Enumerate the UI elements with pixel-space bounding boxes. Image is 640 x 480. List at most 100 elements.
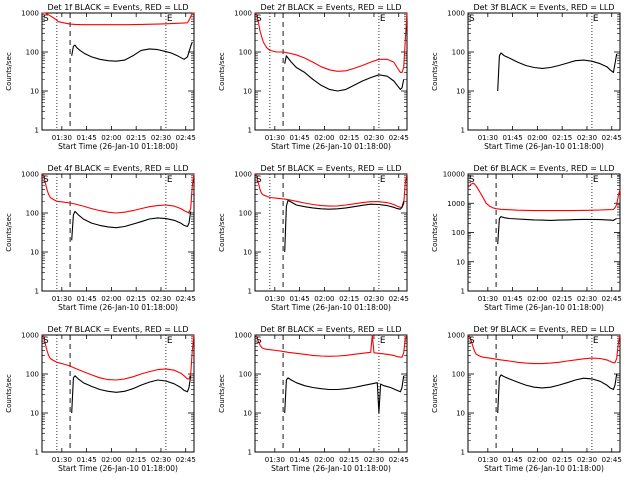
y-axis-label: Counts/sec <box>218 52 226 91</box>
events-series-line <box>497 216 617 245</box>
x-tick-label: 01:30 <box>52 295 72 303</box>
x-tick-label: 01:30 <box>478 295 498 303</box>
chart-title: Det 7f BLACK = Events, RED = LLD <box>47 325 188 334</box>
plot-frame <box>467 334 621 453</box>
detector-panel: Det 2f BLACK = Events, RED = LLD Counts/s… <box>218 3 409 151</box>
detector-panel: Det 8f BLACK = Events, RED = LLD Counts/s… <box>218 325 409 473</box>
lld-series-line <box>254 12 408 73</box>
y-tick-label: 1 <box>461 288 465 296</box>
x-tick-label: 02:15 <box>126 295 146 303</box>
x-tick-label: 02:00 <box>314 295 334 303</box>
chart-title: Det 9f BLACK = Events, RED = LLD <box>473 325 614 334</box>
y-tick-label: 10 <box>243 249 252 257</box>
x-tick-label: 01:45 <box>77 456 97 464</box>
detector-panel: Det 5f BLACK = Events, RED = LLD Counts/s… <box>218 164 409 312</box>
plot-frame <box>467 173 621 292</box>
plot-frame <box>254 173 408 292</box>
x-axis-label: Start Time (26-Jan-10 01:18:00) <box>484 142 604 151</box>
lld-series-line <box>42 12 194 26</box>
interval-marker-s: S <box>43 175 49 185</box>
y-tick-label: 1000 <box>447 332 465 340</box>
x-tick-label: 01:45 <box>77 134 97 142</box>
detector-panel: Det 6f BLACK = Events, RED = LLD Counts/s… <box>431 164 622 312</box>
x-tick-label: 01:30 <box>265 295 285 303</box>
y-minor-ticks <box>255 175 407 280</box>
y-tick-label: 1 <box>35 127 39 135</box>
lld-series-line <box>41 334 195 381</box>
x-tick-label: 02:00 <box>101 134 121 142</box>
x-tick-label: 02:30 <box>364 134 384 142</box>
x-tick-label: 02:45 <box>389 134 409 142</box>
x-tick-label: 01:45 <box>290 456 310 464</box>
y-tick-label: 1000 <box>21 332 39 340</box>
lld-series-line <box>467 182 621 212</box>
interval-marker-e: E <box>593 14 599 24</box>
y-axis-label: Counts/sec <box>431 213 439 252</box>
chart-title: Det 4f BLACK = Events, RED = LLD <box>47 164 188 173</box>
x-axis-label: Start Time (26-Jan-10 01:18:00) <box>484 303 604 312</box>
lld-series-line <box>41 173 195 214</box>
chart-title: Det 5f BLACK = Events, RED = LLD <box>260 164 401 173</box>
y-tick-label: 100 <box>239 371 252 379</box>
y-tick-label: 100 <box>452 229 465 237</box>
chart-title: Det 1f BLACK = Events, RED = LLD <box>47 3 188 12</box>
y-tick-label: 1 <box>35 449 39 457</box>
y-tick-label: 1000 <box>21 171 39 179</box>
x-tick-label: 02:45 <box>389 295 409 303</box>
y-tick-label: 100 <box>452 49 465 57</box>
x-tick-label: 02:00 <box>527 134 547 142</box>
lld-series-line <box>254 173 408 208</box>
x-tick-label: 02:15 <box>339 295 359 303</box>
plot-frame <box>254 12 408 131</box>
y-minor-ticks <box>468 336 620 441</box>
y-axis-label: Counts/sec <box>5 213 13 252</box>
x-tick-label: 02:45 <box>389 456 409 464</box>
plot-frame <box>41 12 195 131</box>
x-tick-label: 02:45 <box>176 295 196 303</box>
x-tick-label: 01:45 <box>290 134 310 142</box>
y-tick-label: 1 <box>461 449 465 457</box>
plot-frame <box>41 173 195 292</box>
interval-marker-s: S <box>469 336 475 346</box>
detector-panel: Det 9f BLACK = Events, RED = LLD Counts/s… <box>431 325 622 473</box>
events-series-line <box>497 373 618 414</box>
events-series-line <box>497 52 618 92</box>
y-tick-label: 1 <box>248 288 252 296</box>
interval-marker-e: E <box>167 175 173 185</box>
chart-title: Det 2f BLACK = Events, RED = LLD <box>260 3 401 12</box>
interval-marker-e: E <box>380 175 386 185</box>
plot-frame <box>467 12 621 131</box>
lld-series-line <box>254 334 408 358</box>
y-tick-label: 100 <box>239 210 252 218</box>
y-tick-label: 10 <box>456 88 465 96</box>
detector-panel: Det 4f BLACK = Events, RED = LLD Counts/s… <box>5 164 196 312</box>
x-tick-label: 02:00 <box>314 456 334 464</box>
x-tick-label: 02:15 <box>552 456 572 464</box>
x-tick-label: 02:15 <box>126 456 146 464</box>
x-tick-label: 02:45 <box>176 456 196 464</box>
y-tick-label: 1000 <box>234 171 252 179</box>
interval-marker-s: S <box>43 14 49 24</box>
x-tick-label: 02:30 <box>364 295 384 303</box>
chart-title: Det 8f BLACK = Events, RED = LLD <box>260 325 401 334</box>
x-tick-label: 01:45 <box>503 456 523 464</box>
x-tick-label: 02:45 <box>602 456 622 464</box>
x-tick-label: 01:30 <box>52 134 72 142</box>
x-tick-label: 01:30 <box>478 134 498 142</box>
interval-marker-s: S <box>256 336 262 346</box>
x-tick-label: 02:00 <box>101 295 121 303</box>
interval-marker-e: E <box>167 14 173 24</box>
x-tick-label: 01:45 <box>290 295 310 303</box>
interval-marker-e: E <box>593 336 599 346</box>
x-tick-label: 02:00 <box>101 456 121 464</box>
y-axis-label: Counts/sec <box>218 374 226 413</box>
y-axis-label: Counts/sec <box>431 374 439 413</box>
y-tick-label: 10 <box>456 410 465 418</box>
plot-frame <box>41 334 195 453</box>
y-tick-label: 1 <box>461 127 465 135</box>
x-tick-label: 01:30 <box>265 456 285 464</box>
x-axis-label: Start Time (26-Jan-10 01:18:00) <box>271 303 391 312</box>
x-axis-label: Start Time (26-Jan-10 01:18:00) <box>58 142 178 151</box>
y-tick-label: 10 <box>243 410 252 418</box>
interval-marker-s: S <box>469 175 475 185</box>
